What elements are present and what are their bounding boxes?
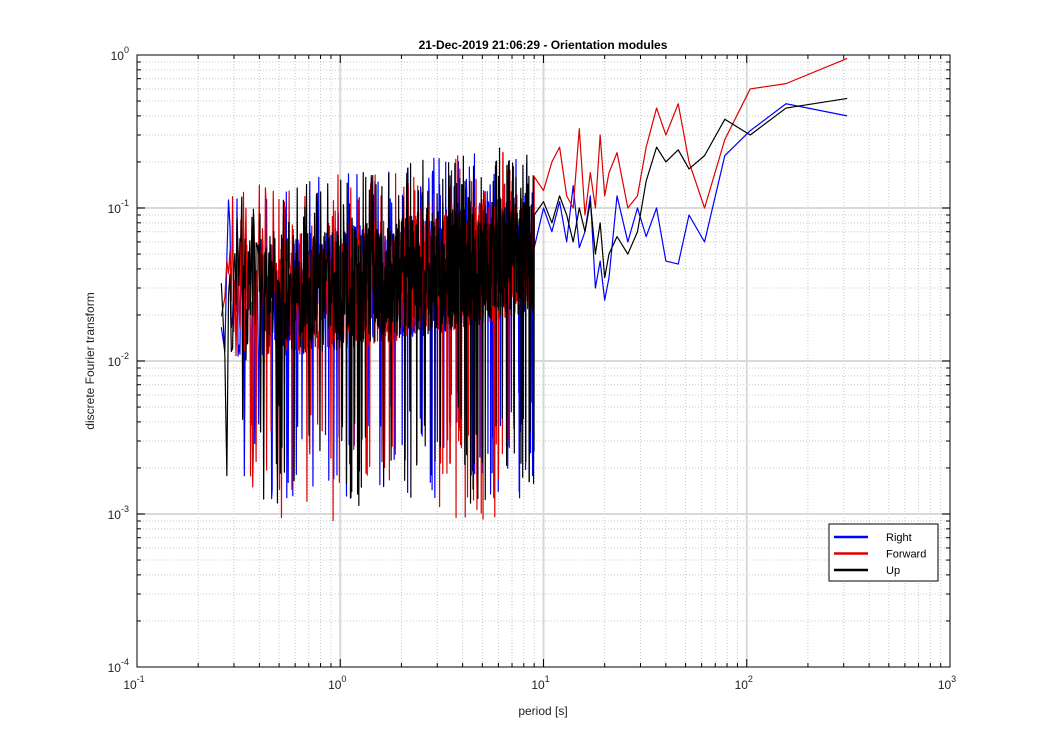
series-layer bbox=[220, 57, 848, 522]
y-tick-label: 10-3 bbox=[108, 504, 129, 522]
legend-label-up: Up bbox=[886, 565, 900, 577]
y-tick-label: 10-2 bbox=[108, 351, 129, 369]
x-tick-label: 101 bbox=[531, 674, 549, 692]
y-axis-label: discrete Fourier transform bbox=[83, 292, 97, 429]
chart-title: 21-Dec-2019 21:06:29 - Orientation modul… bbox=[419, 38, 668, 52]
y-tick-label: 10-1 bbox=[108, 198, 129, 216]
x-tick-label: 100 bbox=[328, 674, 346, 692]
x-tick-label: 102 bbox=[735, 674, 753, 692]
legend-label-right: Right bbox=[886, 532, 912, 544]
series-line-up bbox=[220, 97, 848, 507]
legend: Right Forward Up bbox=[828, 523, 939, 582]
legend-label-forward: Forward bbox=[886, 549, 926, 561]
x-tick-label: 103 bbox=[938, 674, 956, 692]
x-tick-label: 10-1 bbox=[123, 674, 144, 692]
tick-layer: 10-1 100 101 102 103 10-4 10-3 10-2 10-1 100 bbox=[108, 45, 957, 692]
y-tick-label: 10-4 bbox=[108, 657, 129, 675]
x-axis-label: period [s] bbox=[518, 704, 567, 718]
y-tick-label: 100 bbox=[111, 45, 129, 63]
